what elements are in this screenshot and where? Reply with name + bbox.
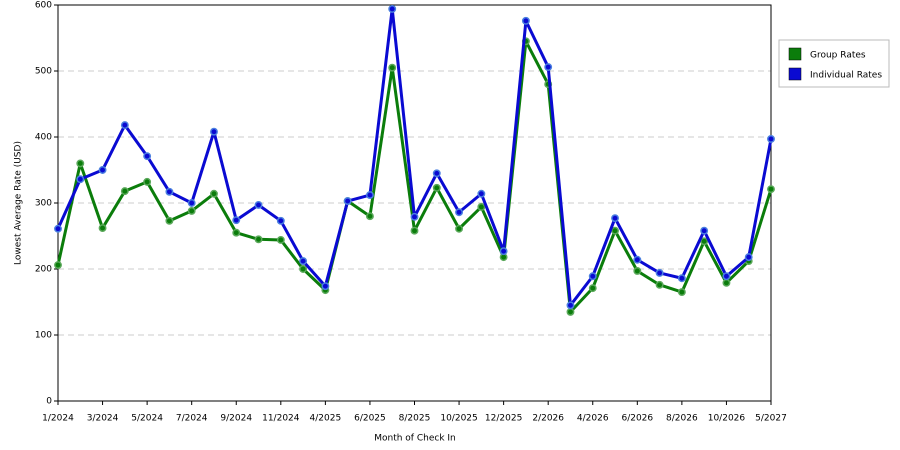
data-point — [544, 63, 553, 71]
data-point — [54, 261, 62, 269]
x-tick-label: 2/2026 — [532, 414, 564, 424]
x-tick-label: 5/2024 — [131, 414, 163, 424]
x-tick-label: 9/2024 — [220, 414, 252, 424]
data-point — [54, 224, 62, 233]
data-point — [232, 216, 241, 225]
data-point — [633, 267, 642, 275]
data-point — [165, 216, 174, 225]
data-point — [566, 301, 575, 310]
y-tick-label: 600 — [35, 1, 52, 11]
data-point — [744, 253, 753, 262]
data-point — [299, 265, 308, 273]
x-tick-label: 3/2024 — [87, 414, 119, 424]
data-point — [365, 191, 374, 200]
data-point — [388, 63, 397, 72]
data-point — [722, 272, 731, 281]
data-point — [254, 201, 263, 209]
data-point — [633, 255, 642, 264]
x-tick-label: 10/2025 — [440, 414, 477, 424]
y-axis-label: Lowest Average Rate (USD) — [14, 141, 24, 265]
data-point — [76, 159, 85, 168]
x-tick-label: 5/2027 — [755, 414, 787, 424]
y-tick-label: 100 — [35, 331, 52, 341]
data-point — [321, 282, 330, 291]
data-point — [566, 307, 575, 316]
data-point — [700, 226, 709, 235]
data-point — [343, 197, 352, 205]
x-tick-label: 1/2024 — [42, 414, 74, 424]
data-point — [76, 175, 85, 184]
y-tick-label: 0 — [46, 397, 52, 407]
data-point — [120, 187, 129, 196]
data-point — [276, 216, 285, 225]
data-point — [276, 236, 285, 244]
data-point — [477, 203, 486, 211]
x-tick-label: 12/2025 — [485, 414, 522, 424]
data-point — [410, 212, 419, 221]
data-point — [455, 224, 464, 233]
data-point — [432, 183, 441, 192]
data-point — [388, 5, 397, 13]
data-point — [98, 224, 107, 233]
data-point — [499, 247, 508, 256]
legend-label: Group Rates — [810, 51, 866, 61]
data-point — [210, 189, 218, 198]
y-tick-label: 500 — [35, 67, 52, 77]
data-point — [120, 121, 129, 130]
data-point — [254, 235, 263, 244]
x-tick-label: 7/2024 — [176, 414, 208, 424]
data-point — [165, 187, 174, 196]
data-point — [611, 214, 619, 223]
x-tick-label: 10/2026 — [708, 414, 746, 424]
data-point — [143, 177, 152, 186]
data-point — [767, 185, 775, 194]
data-point — [588, 284, 597, 293]
data-point — [655, 280, 664, 289]
data-point — [521, 16, 530, 25]
data-point — [767, 135, 775, 143]
x-tick-label: 6/2026 — [621, 414, 653, 424]
data-point — [432, 169, 441, 178]
data-point — [455, 208, 464, 217]
data-point — [187, 199, 196, 207]
data-point — [677, 288, 686, 297]
y-tick-label: 300 — [35, 199, 52, 209]
legend-swatch — [788, 67, 802, 81]
data-point — [700, 237, 709, 246]
data-point — [410, 226, 419, 235]
y-tick-label: 200 — [35, 265, 52, 275]
data-point — [722, 278, 731, 287]
data-point — [611, 226, 619, 235]
x-tick-label: 4/2026 — [577, 414, 609, 424]
data-point — [677, 274, 686, 283]
legend-swatch — [788, 47, 802, 61]
data-point — [477, 189, 486, 198]
data-point — [299, 257, 308, 266]
data-point — [98, 166, 107, 174]
data-point — [655, 269, 664, 277]
x-tick-label: 8/2025 — [399, 414, 431, 424]
series-line — [56, 39, 773, 314]
data-point — [143, 152, 152, 161]
x-tick-label: 4/2025 — [310, 414, 342, 424]
data-point — [187, 206, 196, 215]
x-axis-label: Month of Check In — [374, 434, 456, 444]
data-point — [588, 272, 597, 281]
data-point — [365, 212, 374, 221]
x-tick-label: 8/2026 — [666, 414, 698, 424]
x-tick-label: 11/2024 — [262, 414, 300, 424]
data-point — [232, 228, 241, 237]
data-point — [210, 127, 218, 136]
y-tick-label: 400 — [35, 133, 52, 143]
legend-label: Individual Rates — [810, 71, 882, 81]
x-tick-label: 6/2025 — [354, 414, 386, 424]
series-line — [56, 7, 773, 307]
